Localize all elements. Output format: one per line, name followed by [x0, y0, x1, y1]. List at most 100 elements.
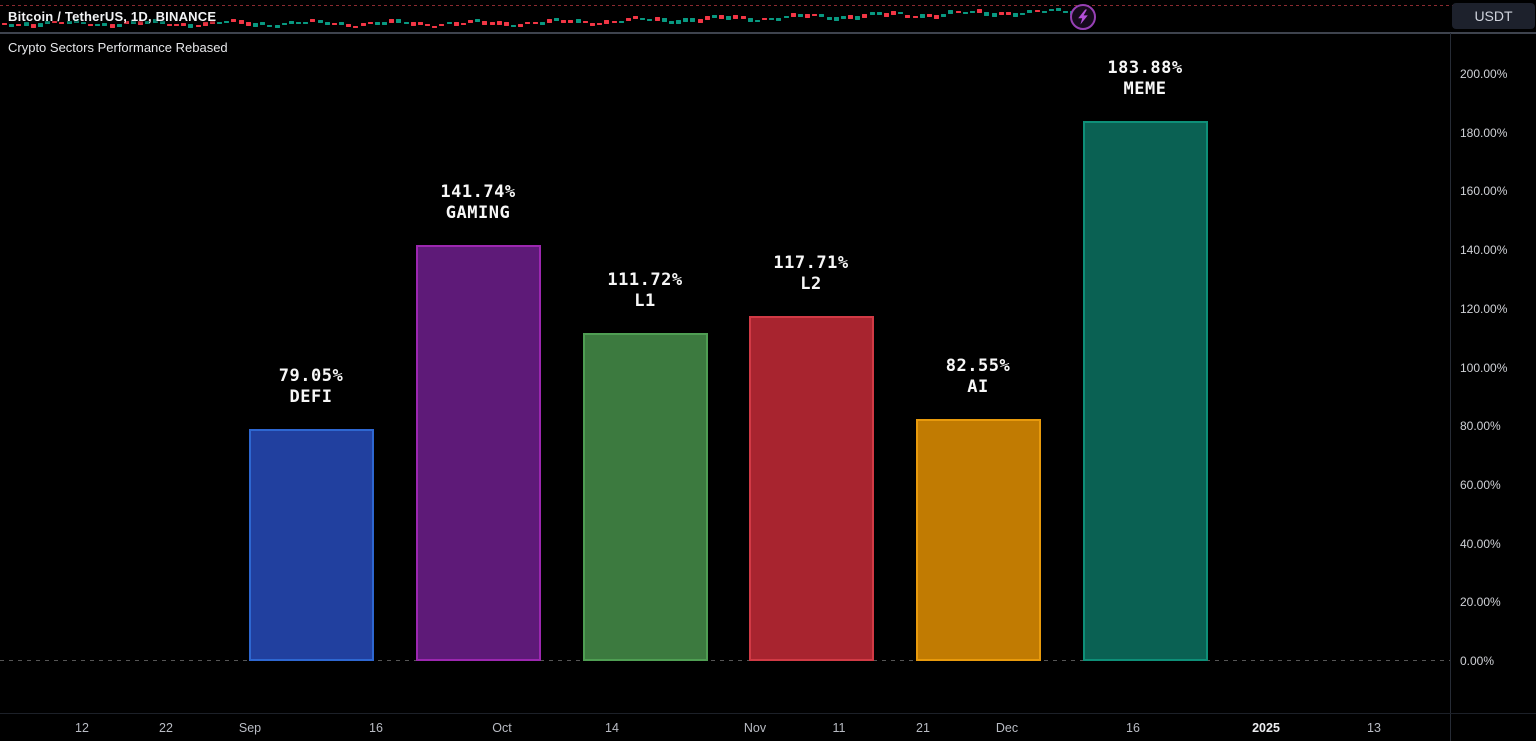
mini-candle [998, 12, 1004, 16]
mini-candle [704, 16, 710, 21]
mini-candle [482, 20, 488, 25]
bar-label-ai: 82.55% AI [868, 356, 1088, 398]
mini-candle [174, 23, 180, 26]
mini-candle [511, 25, 517, 28]
mini-candle [468, 19, 474, 23]
mini-candle [1005, 12, 1011, 16]
mini-candle [1034, 9, 1040, 12]
lightning-bolt-icon [1078, 9, 1088, 25]
mini-candle [984, 11, 990, 16]
x-axis-tick: 21 [916, 721, 930, 735]
mini-candle [138, 20, 144, 25]
mini-candle [238, 19, 244, 24]
mini-candle [346, 23, 352, 27]
pane-separator[interactable] [0, 32, 1536, 34]
mini-candle [453, 21, 459, 26]
bar-gaming[interactable] [415, 245, 541, 661]
mini-candle [905, 14, 911, 18]
mini-candle [1027, 9, 1033, 13]
mini-candle [88, 24, 93, 27]
x-axis-tick: 14 [605, 721, 619, 735]
bar-l2[interactable] [748, 315, 874, 661]
mini-candle [66, 20, 72, 24]
symbol-title[interactable]: Bitcoin / TetherUS, 1D, BINANCE [8, 9, 217, 24]
mini-candle [819, 14, 825, 17]
mini-candle [195, 25, 201, 28]
x-axis-tick: 13 [1367, 721, 1381, 735]
mini-candle [1056, 7, 1061, 11]
mini-candle [776, 17, 782, 21]
bar-label-l1: 111.72% L1 [535, 270, 755, 312]
x-axis-tick: 16 [369, 721, 383, 735]
mini-candle [805, 14, 810, 19]
mini-candle [439, 24, 445, 27]
mini-candle [862, 14, 868, 19]
mini-candle [833, 16, 839, 21]
mini-candle [848, 15, 854, 20]
mini-candle [324, 22, 330, 26]
bar-l1[interactable] [582, 333, 708, 661]
mini-candle [883, 12, 889, 17]
y-axis-tick: 0.00% [1460, 654, 1495, 668]
mini-candle [926, 14, 932, 18]
mini-candle [1048, 9, 1054, 12]
mini-candle [303, 21, 309, 24]
mini-candle [159, 20, 165, 24]
mini-candle [625, 17, 631, 21]
mini-candle [353, 25, 359, 28]
mini-candle [955, 11, 961, 14]
mini-candle [30, 23, 36, 28]
mini-candle [1013, 13, 1018, 18]
mini-candle [367, 21, 373, 24]
mini-candle [826, 16, 832, 20]
currency-usdt-button[interactable]: USDT [1452, 3, 1535, 29]
mini-candle [790, 12, 796, 17]
mini-candle [396, 18, 402, 23]
mini-candle [374, 21, 380, 25]
mini-candle [116, 24, 122, 28]
time-axis-separator [0, 713, 1536, 714]
mini-candle [425, 23, 430, 26]
mini-candle [23, 22, 29, 27]
mini-candle [188, 23, 194, 28]
chart-title: Crypto Sectors Performance Rebased [8, 40, 228, 55]
bar-label-defi: 79.05% DEFI [201, 366, 421, 408]
mini-candle [711, 14, 717, 18]
mini-candle [661, 18, 667, 22]
bar-sector-name: MEME [1123, 79, 1167, 100]
price-axis-separator [1450, 33, 1451, 741]
mini-candle [260, 22, 266, 26]
mini-candle [45, 20, 50, 24]
mini-candle [546, 18, 552, 23]
mini-candle [109, 23, 115, 28]
price-sparkline [0, 0, 1090, 33]
mini-candle [948, 10, 954, 15]
mini-candle [597, 22, 603, 25]
bar-ai[interactable] [915, 418, 1041, 661]
y-axis-tick: 100.00% [1460, 360, 1508, 375]
bar-sector-name: DEFI [289, 387, 333, 408]
bar-value: 111.72% [607, 270, 683, 291]
mini-candle [676, 20, 681, 25]
mini-candle [762, 17, 767, 20]
mini-candle [1020, 13, 1026, 15]
mini-candle [919, 13, 925, 18]
y-axis-tick: 180.00% [1460, 125, 1508, 140]
bar-meme[interactable] [1082, 121, 1208, 661]
mini-candle [977, 9, 983, 14]
mini-candle [891, 11, 897, 16]
bar-sector-name: L1 [634, 291, 656, 312]
mini-candle [217, 22, 223, 24]
bar-defi[interactable] [248, 429, 374, 661]
mini-candle [274, 24, 280, 28]
mini-candle [754, 19, 760, 22]
mini-candle [582, 21, 588, 24]
mini-candle [224, 21, 230, 24]
mini-candle [554, 17, 560, 21]
mini-candle [446, 22, 452, 25]
mini-candle [575, 19, 581, 23]
y-axis-tick: 60.00% [1460, 477, 1501, 492]
event-marker-button[interactable] [1070, 4, 1096, 30]
mini-candle [16, 23, 22, 26]
